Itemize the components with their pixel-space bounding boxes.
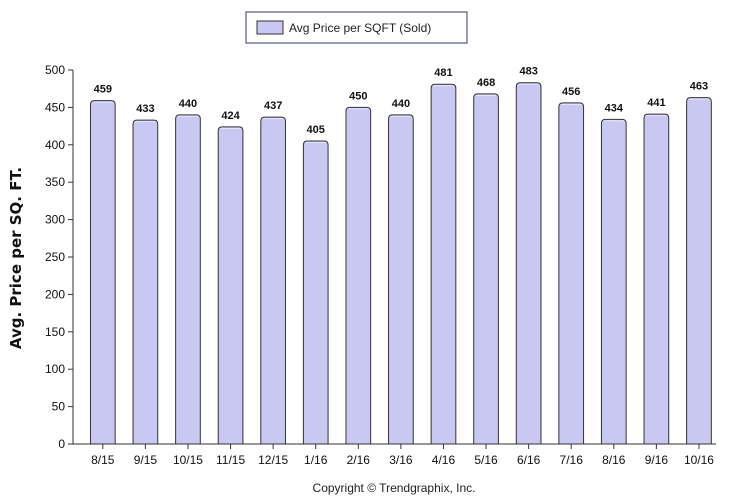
y-tick-label: 200 xyxy=(45,287,65,301)
bar xyxy=(515,82,542,445)
y-tick-label: 500 xyxy=(45,63,65,77)
y-tick-label: 50 xyxy=(52,400,66,414)
x-tick-label: 8/15 xyxy=(91,453,115,467)
bar-value-label: 481 xyxy=(434,67,452,79)
bar xyxy=(600,118,627,445)
y-tick-label: 450 xyxy=(45,100,65,114)
bar xyxy=(345,106,372,445)
bar xyxy=(686,97,712,445)
x-tick-label: 9/16 xyxy=(645,453,669,467)
bar-value-label: 405 xyxy=(307,124,325,136)
bar xyxy=(643,113,670,445)
x-tick-label: 7/16 xyxy=(560,453,584,467)
bar-value-label: 441 xyxy=(647,97,665,109)
bar xyxy=(388,114,414,445)
bar-value-label: 424 xyxy=(221,110,240,122)
x-tick-label: 5/16 xyxy=(474,453,498,467)
y-tick-label: 150 xyxy=(45,325,65,339)
y-tick-label: 250 xyxy=(45,250,65,264)
bar-value-label: 468 xyxy=(477,77,495,89)
x-tick-label: 1/16 xyxy=(304,453,328,467)
x-axis: 8/15 9/15 10/15 11/15 12/15 1/16 2/16 3/16 4/16 5… xyxy=(73,443,716,467)
x-tick-label: 10/16 xyxy=(684,453,714,467)
legend-label: Avg Price per SQFT (Sold) xyxy=(289,21,431,35)
y-tick-label: 300 xyxy=(45,213,65,227)
bar xyxy=(473,93,499,445)
bar xyxy=(558,102,585,445)
bar-value-label: 456 xyxy=(562,86,580,98)
x-tick-label: 4/16 xyxy=(432,453,456,467)
bar xyxy=(132,119,159,445)
copyright-text: Copyright © Trendgraphix, Inc. xyxy=(313,481,476,495)
bar-value-label: 434 xyxy=(605,102,624,114)
x-tick-label: 10/15 xyxy=(173,453,203,467)
bar-value-label: 440 xyxy=(392,98,410,110)
bar-value-label: 450 xyxy=(349,90,367,102)
bar xyxy=(89,100,116,445)
legend-swatch xyxy=(256,20,284,35)
y-tick-label: 400 xyxy=(45,138,65,152)
bar xyxy=(175,114,201,445)
bar-value-label: 437 xyxy=(264,100,282,112)
bars: 459 433 440 424 437 405 450 440 481 468 483 456 434 4… xyxy=(89,66,712,445)
legend: Avg Price per SQFT (Sold) xyxy=(245,11,468,44)
x-tick-label: 11/15 xyxy=(216,453,245,467)
y-tick-label: 0 xyxy=(58,437,65,451)
bar-value-label: 440 xyxy=(179,98,197,110)
y-axis: 0 50 100 150 200 250 300 350 400 450 500 xyxy=(45,63,74,451)
y-axis-title: Avg. Price per SQ. FT. xyxy=(7,167,25,349)
bar-value-label: 433 xyxy=(136,103,154,115)
bar-value-label: 459 xyxy=(94,84,112,96)
x-tick-label: 2/16 xyxy=(347,453,371,467)
bar xyxy=(260,116,286,445)
x-tick-label: 3/16 xyxy=(389,453,413,467)
x-tick-label: 12/15 xyxy=(258,453,288,467)
bar xyxy=(302,140,329,445)
bar xyxy=(430,83,457,445)
x-tick-label: 9/15 xyxy=(134,453,158,467)
x-tick-label: 6/16 xyxy=(517,453,541,467)
y-tick-label: 100 xyxy=(45,362,65,376)
bar-value-label: 483 xyxy=(519,66,537,78)
bar xyxy=(217,126,244,445)
x-tick-label: 8/16 xyxy=(602,453,626,467)
bar-value-label: 463 xyxy=(690,81,708,93)
y-tick-label: 350 xyxy=(45,175,65,189)
